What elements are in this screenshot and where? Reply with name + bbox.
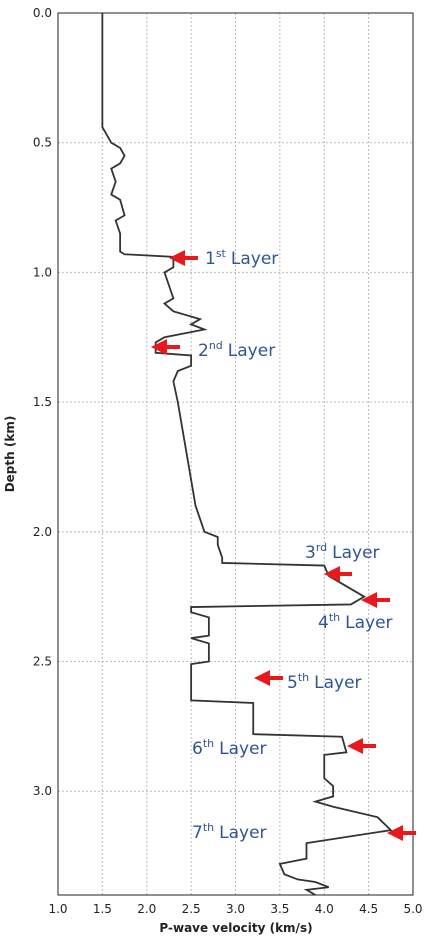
x-tick-label: 2.0 (137, 902, 156, 916)
annotation-sup: th (203, 821, 214, 834)
annotation-number: 1 (205, 249, 216, 269)
x-axis-label: P-wave velocity (km/s) (159, 921, 312, 935)
y-tick-label: 3.0 (33, 784, 52, 798)
x-tick-label: 4.5 (359, 902, 378, 916)
annotation-label: Layer (332, 543, 379, 563)
annotation: 5th Layer (287, 671, 362, 693)
y-tick-label: 2.5 (33, 655, 52, 669)
x-tick-label: 4.0 (315, 902, 334, 916)
x-tick-label: 3.0 (226, 902, 245, 916)
annotation: 3rd Layer (305, 541, 380, 563)
annotation-label: Layer (345, 613, 392, 633)
plot-frame (57, 12, 414, 896)
annotation: 7th Layer (192, 821, 267, 843)
annotation-sup: th (329, 611, 340, 624)
annotation-label: Layer (219, 739, 266, 759)
annotation-number: 6 (192, 739, 203, 759)
x-tick-label: 5.0 (403, 902, 422, 916)
annotation-label: Layer (314, 673, 361, 693)
profile-line (101, 13, 393, 896)
annotation: 2nd Layer (198, 339, 275, 361)
annotation-number: 2 (198, 341, 209, 361)
x-tick-label: 1.0 (48, 902, 67, 916)
y-axis-label: Depth (km) (3, 416, 17, 493)
annotation-sup: th (298, 671, 309, 684)
annotation-label: Layer (219, 823, 266, 843)
y-tick-label: 1.0 (33, 265, 52, 279)
annotation-label: Layer (228, 341, 275, 361)
annotation: 6th Layer (192, 737, 267, 759)
x-tick-label: 3.5 (270, 902, 289, 916)
annotation-sup: nd (209, 339, 223, 352)
annotation-sup: th (203, 737, 214, 750)
annotation-number: 5 (287, 673, 298, 693)
annotation: 4th Layer (318, 611, 393, 633)
annotation-number: 4 (318, 613, 329, 633)
annotation-sup: st (216, 247, 227, 260)
y-tick-label: 0.5 (33, 136, 52, 150)
annotation: 1st Layer (205, 247, 278, 269)
x-tick-label: 1.5 (93, 902, 112, 916)
annotation-label: Layer (231, 249, 278, 269)
x-tick-label: 2.5 (182, 902, 201, 916)
annotation-number: 7 (192, 823, 203, 843)
y-tick-label: 2.0 (33, 525, 52, 539)
annotation-sup: rd (316, 541, 327, 554)
y-tick-label: 1.5 (33, 395, 52, 409)
y-tick-label: 0.0 (33, 6, 52, 20)
annotation-number: 3 (305, 543, 316, 563)
